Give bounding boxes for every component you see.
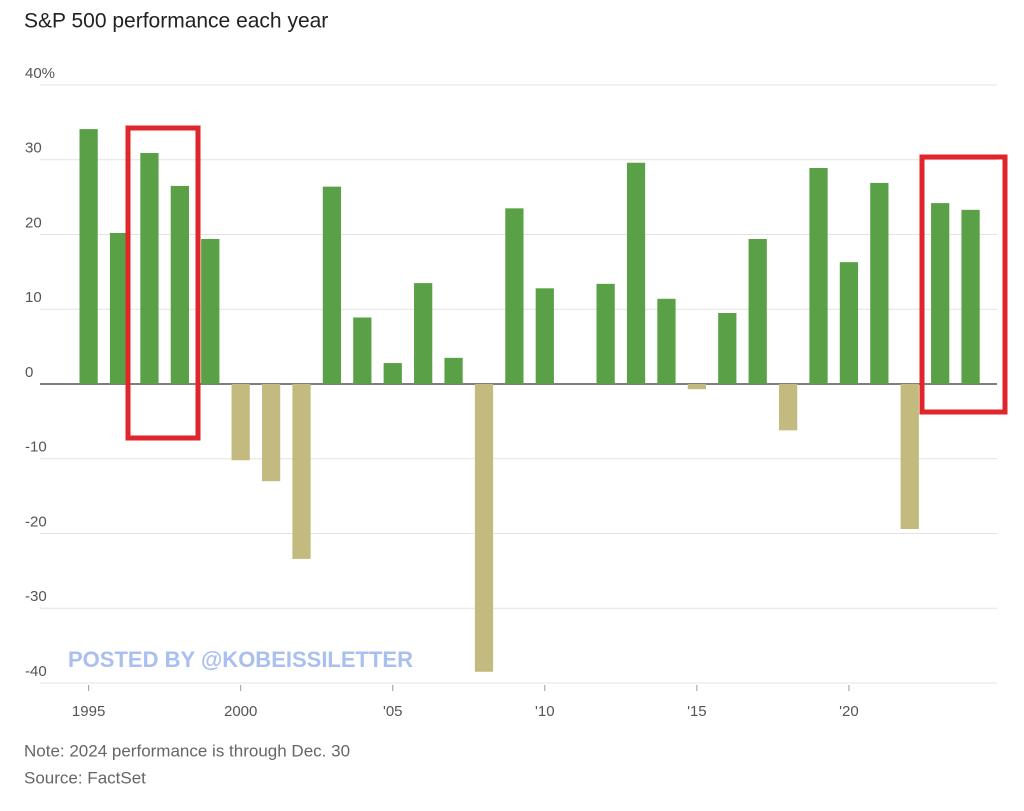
- x-tick-label: 2000: [224, 703, 257, 720]
- bar: [414, 283, 433, 384]
- x-tick-label: '05: [383, 703, 403, 720]
- bar: [870, 182, 889, 384]
- y-tick-label: 20: [25, 214, 42, 231]
- bar: [505, 208, 524, 384]
- bar: [657, 298, 676, 384]
- bar: [474, 384, 494, 672]
- bar: [961, 209, 980, 384]
- highlight-box: [919, 154, 1008, 415]
- bar: [170, 185, 189, 384]
- x-tick-label: '20: [839, 703, 859, 720]
- y-tick-label: -10: [25, 439, 47, 456]
- y-tick-label: 40%: [25, 65, 55, 82]
- bar: [140, 153, 159, 384]
- bar: [201, 238, 220, 384]
- y-tick-label: -30: [25, 588, 47, 605]
- y-tick-label: 10: [25, 289, 42, 306]
- bar: [809, 167, 828, 384]
- x-tick-label: 1995: [72, 703, 105, 720]
- bar: [383, 363, 402, 384]
- bar: [353, 317, 372, 384]
- y-tick-label: 30: [25, 140, 42, 157]
- bar: [261, 384, 281, 482]
- bar: [79, 129, 98, 384]
- y-tick-label: -20: [25, 513, 47, 530]
- bars: [79, 129, 980, 672]
- bar: [748, 238, 767, 384]
- bar: [322, 186, 342, 384]
- note: Note: 2024 performance is through Dec. 3…: [24, 741, 350, 760]
- bar: [231, 384, 250, 461]
- bar: [444, 357, 463, 384]
- bar: [109, 233, 129, 384]
- y-tick-label: -40: [25, 663, 47, 680]
- bar: [626, 162, 646, 384]
- bar: [900, 384, 919, 530]
- x-tick-label: '15: [687, 703, 707, 720]
- bar: [687, 384, 706, 390]
- bar: [718, 312, 737, 384]
- source: Source: FactSet: [24, 768, 146, 787]
- x-tick-label: '10: [535, 703, 555, 720]
- bar: [839, 262, 859, 384]
- bar: [596, 283, 615, 384]
- bar: [292, 384, 311, 559]
- bar: [778, 384, 798, 431]
- chart-title: S&P 500 performance each year: [24, 10, 328, 33]
- watermark: POSTED BY @KOBEISSILETTER: [68, 647, 413, 672]
- bar: [931, 203, 950, 384]
- bar: [535, 288, 554, 384]
- y-tick-label: 0: [25, 364, 33, 381]
- highlight-box: [125, 125, 201, 441]
- grid: 40% 30 20 10 0 -10 -20 -30 -40 1995 2000 '05 '10 '15 '…: [25, 65, 997, 720]
